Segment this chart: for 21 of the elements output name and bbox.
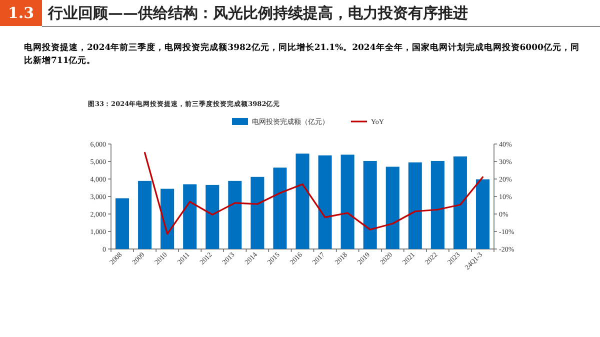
- bar: [183, 184, 197, 249]
- bar: [453, 156, 467, 249]
- bar: [296, 154, 310, 249]
- bar: [206, 184, 220, 249]
- bar: [340, 154, 354, 249]
- paragraph: 电网投资提速，2024年前三季度，电网投资完成额3982亿元，同比增长21.1%。2024年全年，国家电网计划完成电网投资6000亿元，同比新增711亿元。: [24, 42, 580, 68]
- bar: [318, 155, 332, 249]
- bar: [363, 160, 377, 249]
- bar: [116, 198, 130, 249]
- line-series: [144, 152, 484, 235]
- bar: [408, 162, 422, 249]
- heading: 行业回顾——供给结构：风光比例持续提高，电力投资有序推进: [48, 3, 469, 24]
- bar: [138, 180, 152, 249]
- bar: [273, 168, 287, 249]
- bar: [250, 176, 264, 249]
- bar: [160, 188, 174, 249]
- bar: [430, 160, 444, 249]
- bar: [476, 179, 490, 249]
- section-number: 1.3: [0, 0, 42, 26]
- bar: [228, 180, 242, 249]
- bar: [386, 166, 400, 249]
